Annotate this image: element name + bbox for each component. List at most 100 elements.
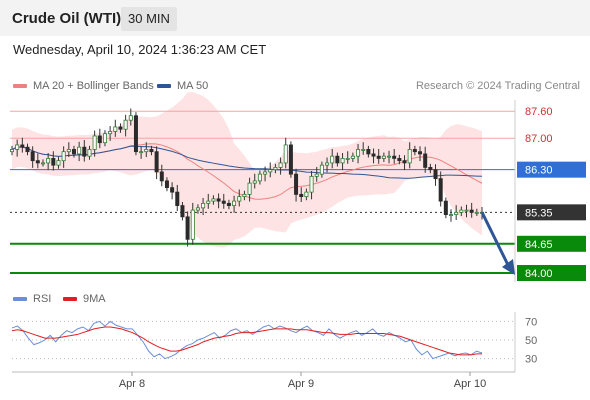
timeframe-badge[interactable]: 30 MIN [121,7,177,31]
candle-body [392,155,397,159]
candle-body [185,216,190,240]
candle-body [314,173,319,177]
candle-body [309,175,314,193]
candle-body [299,193,304,198]
candle-body [443,200,448,215]
candle-body [123,119,128,130]
candle-body [108,131,113,135]
candle-body [247,182,252,195]
candle-body [242,193,247,198]
candle-body [201,202,206,209]
candle-body [211,198,216,202]
candle-body [128,115,133,121]
candle-body [423,153,428,168]
candle-body [273,167,278,171]
candle-body [268,169,273,173]
level-label-86.30: 86.30 [525,165,553,177]
candle-body [340,158,345,164]
candle-body [350,155,355,159]
candles-group [9,108,484,247]
ma50-swatch [157,84,171,89]
candle-body [438,178,443,202]
level-label-85.35: 85.35 [525,207,553,219]
candle-body [237,196,242,202]
rsi-tick-50: 50 [525,335,537,347]
candle-body [278,162,283,168]
candle-body [97,135,102,144]
candle-body [376,155,381,159]
candle-body [82,146,87,157]
candle-body [283,144,288,164]
credit-text: Research © 2024 Trading Central [415,80,580,92]
ma9-swatch [63,297,77,302]
candle-body [102,133,107,144]
projection-arrow-shaft [480,211,511,268]
rsi-swatch [13,297,27,302]
level-label-87.60: 87.60 [525,106,553,118]
time-tick-label: Apr 10 [454,378,486,390]
candle-body [294,173,299,195]
candle-body [180,205,185,218]
candle-body [226,202,231,207]
candle-body [263,171,268,175]
candle-body [71,149,76,155]
time-tick-label: Apr 8 [119,378,145,390]
candle-body [361,149,366,151]
candle-body [252,180,257,184]
candle-body [40,162,45,165]
rsi-series-9ma [11,326,482,356]
candle-body [345,158,350,160]
level-tag-84.65 [517,235,586,252]
chart-datetime: Wednesday, April 10, 2024 1:36:23 AM CET [13,42,267,57]
projection-arrow-head [502,259,515,276]
candle-body [459,209,464,213]
candle-body [190,209,195,240]
candle-body [469,209,474,213]
candle-body [366,149,371,155]
level-tag-84.00 [517,265,586,282]
ma50-legend-label: MA 50 [177,80,209,92]
rsi-tick-70: 70 [525,316,537,328]
candle-body [51,158,56,166]
candle-body [221,200,226,204]
candle-body [195,207,200,211]
candle-body [407,149,412,164]
candle-body [30,151,35,162]
candle-body [216,198,221,202]
candle-body [77,146,82,155]
candle-body [170,187,175,193]
candle-body [46,158,51,164]
candle-body [92,135,97,150]
candle-body [164,180,169,189]
candle-body [56,160,61,166]
level-tag-86.30 [517,161,586,178]
ma20-legend-label: MA 20 + Bollinger Bands [33,80,154,92]
candle-body [428,167,433,171]
candle-body [288,144,293,175]
candle-body [35,160,40,164]
candle-body [232,200,237,207]
candle-body [418,151,423,155]
candle-body [20,144,25,148]
candle-body [454,211,459,215]
chart-header [0,0,590,36]
candle-body [61,151,66,162]
candle-body [335,155,340,164]
rsi-series-rsi [11,320,483,360]
candle-body [87,149,92,157]
candle-body [257,173,262,182]
candle-body [159,171,164,182]
candle-body [154,151,159,173]
candle-body [397,158,402,162]
rsi-tick-30: 30 [525,354,537,366]
candle-body [371,153,376,157]
candle-body [118,126,123,130]
candle-body [449,214,454,216]
candle-body [9,149,14,153]
candle-body [113,126,118,132]
candle-body [133,115,138,153]
candle-body [15,144,20,150]
ma20-legend: MA 20 + Bollinger Bands [13,80,154,92]
candle-body [25,146,30,153]
candle-body [144,149,149,153]
